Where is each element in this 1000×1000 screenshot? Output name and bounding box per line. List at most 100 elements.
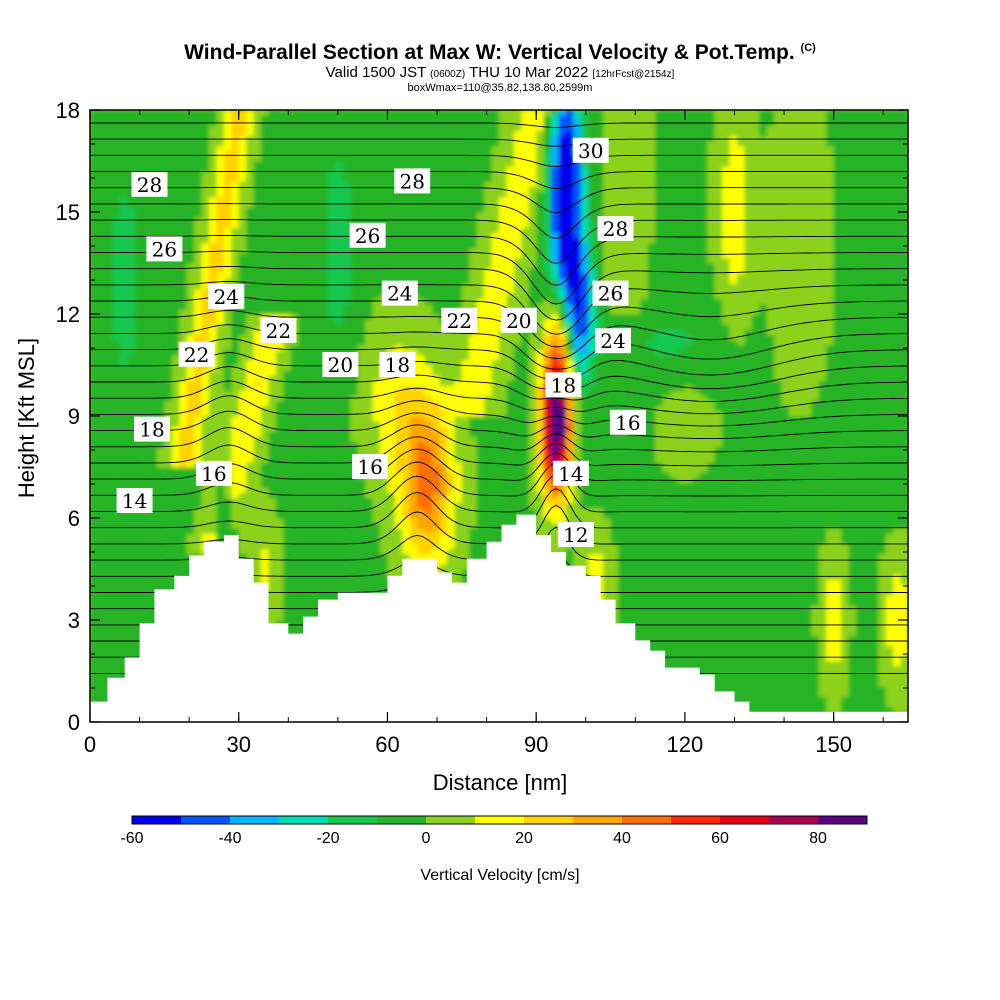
- velocity-cell: [283, 247, 292, 254]
- velocity-cell: [97, 497, 106, 504]
- velocity-cell: [253, 155, 262, 162]
- velocity-cell: [290, 421, 299, 427]
- title-text: Wind-Parallel Section at Max W: Vertical…: [184, 41, 795, 64]
- velocity-cell: [90, 115, 99, 121]
- velocity-cell: [156, 324, 165, 330]
- velocity-cell: [119, 176, 128, 182]
- velocity-cell: [320, 472, 329, 478]
- velocity-cell: [104, 380, 113, 386]
- velocity-cell: [201, 334, 210, 341]
- velocity-cell: [223, 242, 232, 249]
- velocity-cell: [149, 135, 158, 142]
- velocity-cell: [387, 512, 396, 519]
- velocity-cell: [216, 410, 225, 417]
- velocity-cell: [119, 518, 128, 524]
- velocity-cell: [335, 487, 344, 494]
- velocity-cell: [179, 523, 188, 529]
- velocity-cell: [208, 487, 218, 494]
- velocity-cell: [171, 405, 180, 412]
- velocity-cell: [275, 528, 284, 534]
- velocity-cell: [223, 176, 232, 182]
- velocity-cell: [365, 324, 374, 330]
- velocity-cell: [327, 446, 336, 453]
- velocity-cell: [275, 110, 284, 116]
- velocity-cell: [134, 569, 143, 575]
- velocity-cell: [127, 426, 136, 432]
- velocity-cell: [275, 370, 284, 376]
- velocity-cell: [327, 456, 336, 463]
- velocity-cell: [380, 584, 389, 590]
- velocity-cell: [134, 574, 143, 580]
- velocity-cell: [268, 410, 277, 417]
- velocity-cell: [149, 365, 158, 371]
- velocity-cell: [372, 487, 381, 494]
- velocity-cell: [97, 242, 106, 249]
- velocity-cell: [387, 451, 396, 458]
- velocity-cell: [186, 380, 195, 386]
- velocity-cell: [179, 482, 188, 488]
- velocity-cell: [380, 308, 389, 315]
- velocity-cell: [350, 288, 359, 295]
- velocity-cell: [179, 237, 188, 244]
- velocity-cell: [313, 186, 322, 193]
- velocity-cell: [387, 206, 396, 213]
- velocity-cell: [253, 426, 262, 432]
- velocity-cell: [387, 263, 396, 269]
- velocity-cell: [290, 518, 299, 524]
- velocity-cell: [201, 237, 210, 244]
- velocity-cell: [268, 242, 277, 249]
- velocity-cell: [208, 212, 218, 218]
- velocity-cell: [238, 186, 247, 193]
- velocity-cell: [313, 278, 322, 284]
- velocity-cell: [134, 563, 143, 570]
- velocity-cell: [283, 130, 292, 137]
- velocity-cell: [350, 329, 359, 335]
- velocity-cell: [112, 206, 121, 213]
- velocity-cell: [261, 242, 270, 249]
- velocity-cell: [231, 344, 240, 351]
- velocity-cell: [134, 212, 143, 218]
- velocity-cell: [305, 533, 314, 539]
- velocity-cell: [223, 512, 232, 519]
- velocity-cell: [275, 609, 284, 616]
- velocity-cell: [283, 161, 292, 167]
- velocity-cell: [387, 380, 396, 386]
- velocity-cell: [201, 115, 210, 121]
- velocity-cell: [216, 115, 225, 121]
- velocity-cell: [335, 222, 344, 228]
- velocity-cell: [97, 283, 106, 290]
- velocity-cell: [104, 456, 113, 463]
- velocity-cell: [320, 242, 329, 249]
- velocity-cell: [97, 130, 106, 137]
- velocity-cell: [231, 329, 240, 335]
- velocity-cell: [380, 563, 389, 570]
- velocity-cell: [253, 400, 262, 407]
- velocity-cell: [179, 130, 188, 137]
- velocity-cell: [104, 497, 113, 504]
- velocity-cell: [238, 257, 247, 264]
- velocity-cell: [268, 135, 277, 142]
- velocity-cell: [335, 283, 344, 290]
- velocity-cell: [268, 487, 277, 494]
- velocity-cell: [201, 436, 210, 443]
- velocity-cell: [305, 354, 314, 361]
- velocity-cell: [142, 135, 151, 142]
- velocity-cell: [253, 461, 262, 468]
- velocity-cell: [104, 349, 113, 356]
- velocity-cell: [342, 385, 351, 392]
- velocity-cell: [238, 477, 247, 483]
- velocity-cell: [394, 431, 403, 437]
- velocity-cell: [142, 518, 151, 524]
- velocity-cell: [380, 161, 389, 167]
- velocity-cell: [216, 512, 225, 519]
- velocity-cell: [253, 150, 262, 157]
- velocity-cell: [261, 150, 270, 157]
- velocity-cell: [156, 206, 165, 213]
- velocity-cell: [231, 155, 240, 162]
- velocity-cell: [275, 482, 284, 488]
- velocity-cell: [298, 212, 307, 218]
- velocity-cell: [90, 110, 99, 116]
- velocity-cell: [194, 446, 203, 453]
- velocity-cell: [156, 283, 165, 290]
- velocity-cell: [313, 436, 322, 443]
